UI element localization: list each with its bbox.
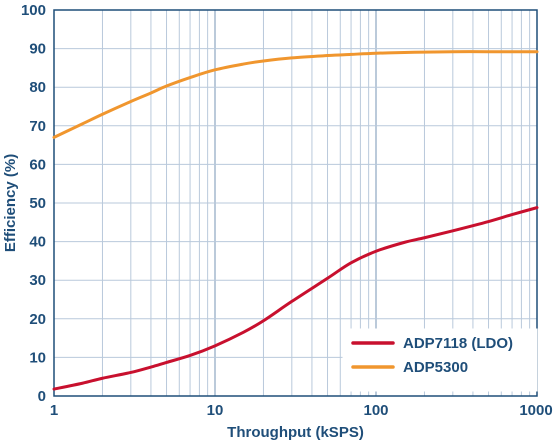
y-tick-label: 90 xyxy=(29,41,46,58)
y-tick-label: 80 xyxy=(29,79,46,96)
x-tick-label: 1000 xyxy=(519,402,552,419)
y-axis-title: Efficiency (%) xyxy=(2,154,19,252)
y-tick-label: 60 xyxy=(29,156,46,173)
series-line-adp5300 xyxy=(52,50,539,139)
series-layer xyxy=(52,50,539,391)
series-line-adp7118-ldo xyxy=(52,206,539,391)
y-tick-label: 40 xyxy=(29,234,46,251)
y-tick-label: 20 xyxy=(29,311,46,328)
x-axis-title: Throughput (kSPS) xyxy=(227,424,364,441)
plot-frame xyxy=(53,9,538,397)
x-tick-label: 1 xyxy=(50,402,58,419)
y-tick-label: 30 xyxy=(29,272,46,289)
y-tick-label: 10 xyxy=(29,349,46,366)
y-tick-label: 100 xyxy=(21,2,46,19)
legend-label-adp5300: ADP5300 xyxy=(403,359,468,376)
y-tick-label: 50 xyxy=(29,195,46,212)
x-tick-label: 10 xyxy=(207,402,224,419)
x-tick-label: 100 xyxy=(363,402,388,419)
y-tick-label: 70 xyxy=(29,118,46,135)
x-tick-labels: 1 10 100 1000 xyxy=(50,402,553,419)
legend-label-adp7118-ldo: ADP7118 (LDO) xyxy=(403,335,513,352)
y-tick-label: 0 xyxy=(38,388,46,405)
y-tick-labels: 0 10 20 30 40 50 60 70 80 90 100 xyxy=(21,2,46,405)
legend-box xyxy=(342,328,538,392)
legend: ADP7118 (LDO) ADP5300 xyxy=(342,328,538,392)
